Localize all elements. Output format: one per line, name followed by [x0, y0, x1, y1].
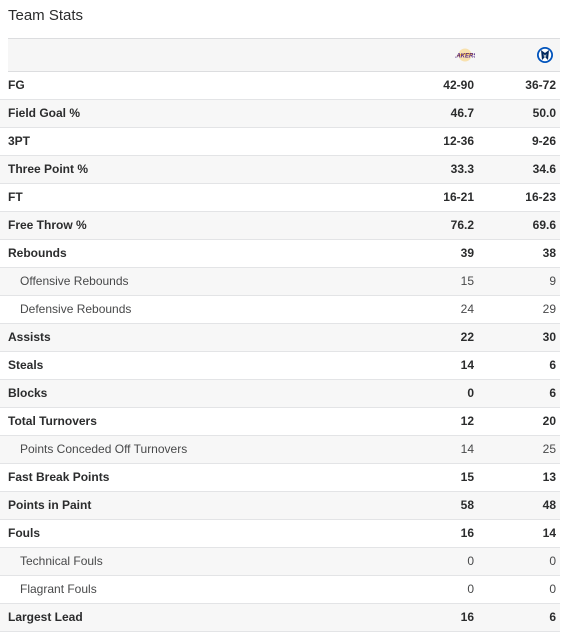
- team-b-value: 6: [476, 603, 560, 632]
- team-b-value: 34.6: [476, 155, 560, 184]
- team-a-value: 12-36: [400, 127, 476, 156]
- stat-label: FG: [0, 71, 400, 100]
- table-row: Fouls 16 14: [0, 519, 560, 548]
- stat-label: Points Conceded Off Turnovers: [0, 435, 400, 464]
- team-b-value: 6: [476, 351, 560, 380]
- team-a-value: 42-90: [400, 71, 476, 100]
- team-a-value: 58: [400, 491, 476, 520]
- table-row: FG 42-90 36-72: [0, 71, 560, 100]
- team-b-value: 0: [476, 547, 560, 576]
- team-a-value: 0: [400, 575, 476, 604]
- team-a-value: 14: [400, 435, 476, 464]
- team-b-value: 16-23: [476, 183, 560, 212]
- section-title: Team Stats: [8, 7, 84, 24]
- table-row: Fast Break Points 15 13: [0, 463, 560, 492]
- team-b-value: 30: [476, 323, 560, 352]
- team-logo-header: LAKERS: [8, 39, 560, 72]
- table-row: Points in Paint 58 48: [0, 491, 560, 520]
- team-b-value: 9: [476, 267, 560, 296]
- table-row: Steals 14 6: [0, 351, 560, 380]
- team-b-value: 38: [476, 239, 560, 268]
- team-a-value: 15: [400, 463, 476, 492]
- svg-text:LAKERS: LAKERS: [455, 54, 475, 60]
- team-a-value: 39: [400, 239, 476, 268]
- stat-label: FT: [0, 183, 400, 212]
- table-row: Three Point % 33.3 34.6: [0, 155, 560, 184]
- team-a-value: 24: [400, 295, 476, 324]
- stat-label: Three Point %: [0, 155, 400, 184]
- team-a-value: 15: [400, 267, 476, 296]
- lakers-logo-icon[interactable]: LAKERS: [453, 45, 477, 65]
- mavericks-logo-icon[interactable]: [535, 45, 555, 65]
- team-a-value: 0: [400, 547, 476, 576]
- team-a-value: 0: [400, 379, 476, 408]
- team-a-value: 16: [400, 603, 476, 632]
- table-row: Blocks 0 6: [0, 379, 560, 408]
- table-row: Offensive Rebounds 15 9: [0, 267, 560, 296]
- team-b-value: 25: [476, 435, 560, 464]
- table-row: Flagrant Fouls 0 0: [0, 575, 560, 604]
- table-row: Technical Fouls 0 0: [0, 547, 560, 576]
- team-b-value: 6: [476, 379, 560, 408]
- team-a-value: 33.3: [400, 155, 476, 184]
- stat-label: Total Turnovers: [0, 407, 400, 436]
- team-b-value: 0: [476, 575, 560, 604]
- stat-label: Rebounds: [0, 239, 400, 268]
- table-row: Free Throw % 76.2 69.6: [0, 211, 560, 240]
- team-a-value: 14: [400, 351, 476, 380]
- team-b-value: 20: [476, 407, 560, 436]
- table-row: Assists 22 30: [0, 323, 560, 352]
- divider: [8, 38, 560, 39]
- team-b-value: 9-26: [476, 127, 560, 156]
- team-b-value: 29: [476, 295, 560, 324]
- team-b-value: 48: [476, 491, 560, 520]
- team-b-value: 36-72: [476, 71, 560, 100]
- team-b-value: 50.0: [476, 99, 560, 128]
- stat-label: Steals: [0, 351, 400, 380]
- table-row: Largest Lead 16 6: [0, 603, 560, 632]
- table-row: Total Turnovers 12 20: [0, 407, 560, 436]
- team-a-value: 76.2: [400, 211, 476, 240]
- team-a-value: 46.7: [400, 99, 476, 128]
- team-a-value: 22: [400, 323, 476, 352]
- stats-table: FG 42-90 36-72 Field Goal % 46.7 50.0 3PT 12-36…: [0, 71, 560, 632]
- table-row: Field Goal % 46.7 50.0: [0, 99, 560, 128]
- table-row: Rebounds 39 38: [0, 239, 560, 268]
- team-b-value: 69.6: [476, 211, 560, 240]
- stat-label: Free Throw %: [0, 211, 400, 240]
- team-a-value: 16: [400, 519, 476, 548]
- team-a-value: 16-21: [400, 183, 476, 212]
- team-a-value: 12: [400, 407, 476, 436]
- stat-label: Fast Break Points: [0, 463, 400, 492]
- stat-label: Field Goal %: [0, 99, 400, 128]
- table-row: Defensive Rebounds 24 29: [0, 295, 560, 324]
- team-b-value: 14: [476, 519, 560, 548]
- stat-label: Technical Fouls: [0, 547, 400, 576]
- stat-label: Flagrant Fouls: [0, 575, 400, 604]
- stat-label: Points in Paint: [0, 491, 400, 520]
- stat-label: Defensive Rebounds: [0, 295, 400, 324]
- stat-label: 3PT: [0, 127, 400, 156]
- stat-label: Assists: [0, 323, 400, 352]
- team-b-value: 13: [476, 463, 560, 492]
- table-row: FT 16-21 16-23: [0, 183, 560, 212]
- stat-label: Largest Lead: [0, 603, 400, 632]
- stat-label: Offensive Rebounds: [0, 267, 400, 296]
- table-row: Points Conceded Off Turnovers 14 25: [0, 435, 560, 464]
- stat-label: Fouls: [0, 519, 400, 548]
- table-row: 3PT 12-36 9-26: [0, 127, 560, 156]
- stat-label: Blocks: [0, 379, 400, 408]
